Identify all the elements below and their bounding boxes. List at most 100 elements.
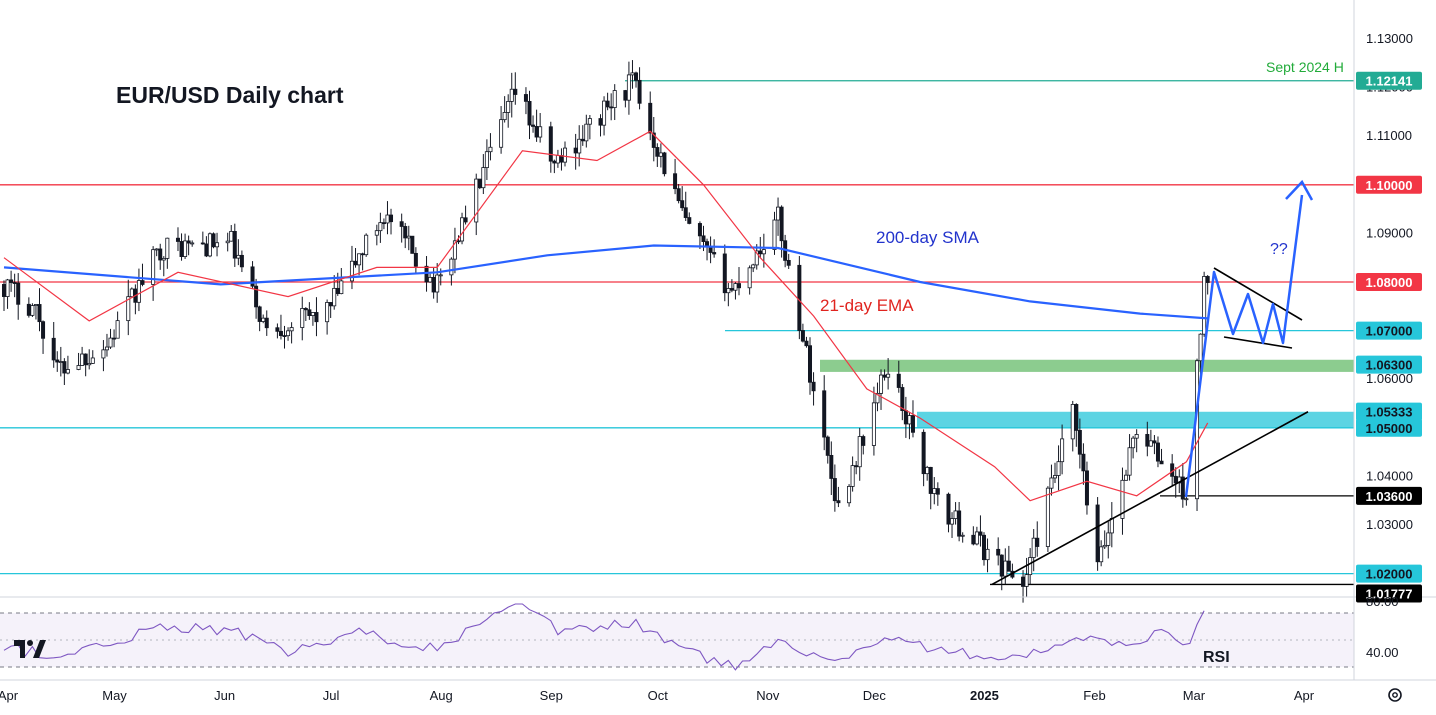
x-tick-label: Nov [756,688,780,703]
candle-body [151,249,156,285]
rsi-label: RSI [1203,649,1230,666]
x-tick-label: Dec [863,688,887,703]
badge-bg [1356,418,1422,437]
candle-body [879,374,884,394]
y-tick-label: 1.04000 [1366,468,1413,483]
candle [460,212,465,245]
sept-high-label: Sept 2024 H [1266,59,1344,75]
candle [101,340,106,372]
candle-body [303,308,308,311]
candle-body [389,214,394,223]
candle-body [339,280,344,295]
candle [935,482,940,506]
candle [886,358,891,390]
candle-body [747,267,752,289]
candle [1099,540,1104,567]
candle [239,250,244,273]
candle-body [101,349,106,359]
candle-body [1077,430,1082,455]
price-badges: 1.12141 1.10000 1.08000 1.07000 1.06300 1.053… [1356,71,1422,603]
candle-body [673,173,678,190]
candle [531,115,536,133]
candle-body [264,317,269,329]
x-tick-label: Feb [1083,688,1105,703]
candle-body [452,240,457,260]
candle-body [1056,461,1061,476]
candle [1124,469,1129,481]
rsi-pane [0,596,1436,671]
candle-body [183,240,188,257]
candle-body [257,306,262,322]
candle [651,117,656,162]
candle-body [513,88,518,95]
candle [974,526,979,546]
candle-body [754,250,759,266]
candle-body [381,222,386,225]
candle [921,429,926,487]
candle [257,305,262,332]
candle-body [1205,276,1210,283]
candle [808,337,813,395]
candle-body [651,132,656,148]
tradingview-logo-icon[interactable] [14,640,46,658]
candle [832,464,837,512]
candle-body [935,488,940,495]
candle [800,323,805,343]
badge-text: 1.12141 [1366,74,1413,89]
candle-body [726,288,731,294]
candle [1131,435,1136,459]
candle [151,246,156,301]
candle [474,173,479,236]
candle [847,484,852,507]
candle-body [16,282,21,305]
x-tick-label: Jul [323,688,340,703]
candle-body [1084,470,1089,506]
candle-body [378,222,383,232]
candle-body [882,374,887,378]
candle [1049,464,1054,496]
candle-body [1152,440,1157,444]
candle-body [687,217,692,224]
candle-body [960,534,965,537]
candle-body [275,327,280,332]
candle [875,382,880,412]
candle-body [211,233,216,248]
gear-icon[interactable] [1388,688,1402,702]
sma-200-line [3,244,1208,320]
candle [857,427,862,481]
candle-body [1035,537,1040,547]
y-tick-label: 1.11000 [1366,128,1412,143]
badge-bg [1356,564,1422,583]
candle-body [65,369,70,374]
candle-body [1195,360,1200,500]
candle-body [332,287,337,307]
candle-body [797,264,802,331]
candle [314,297,319,337]
candle-body [648,102,653,134]
candle-body [577,138,582,154]
candle-body [779,206,784,242]
candle [410,235,415,254]
candle [950,512,955,538]
candle-body [602,100,607,126]
badge-bg [1356,355,1422,374]
candle [836,486,841,508]
badge-bg [1356,273,1422,291]
chart-title: EUR/USD Daily chart [116,82,344,108]
candle [83,353,88,377]
candle-body [335,287,340,295]
candle-body [609,106,614,109]
candle-body [30,305,35,316]
candle [200,231,205,245]
y-tick-label: 1.06000 [1366,371,1413,386]
candle-body [552,160,557,164]
candle [9,270,14,292]
candle [602,96,607,136]
candle-body [2,284,7,297]
candle-body [435,274,440,293]
candle-body [424,265,429,283]
candle [104,333,109,357]
candle-body [403,226,408,239]
candle [488,133,493,161]
candle-body [584,123,589,142]
